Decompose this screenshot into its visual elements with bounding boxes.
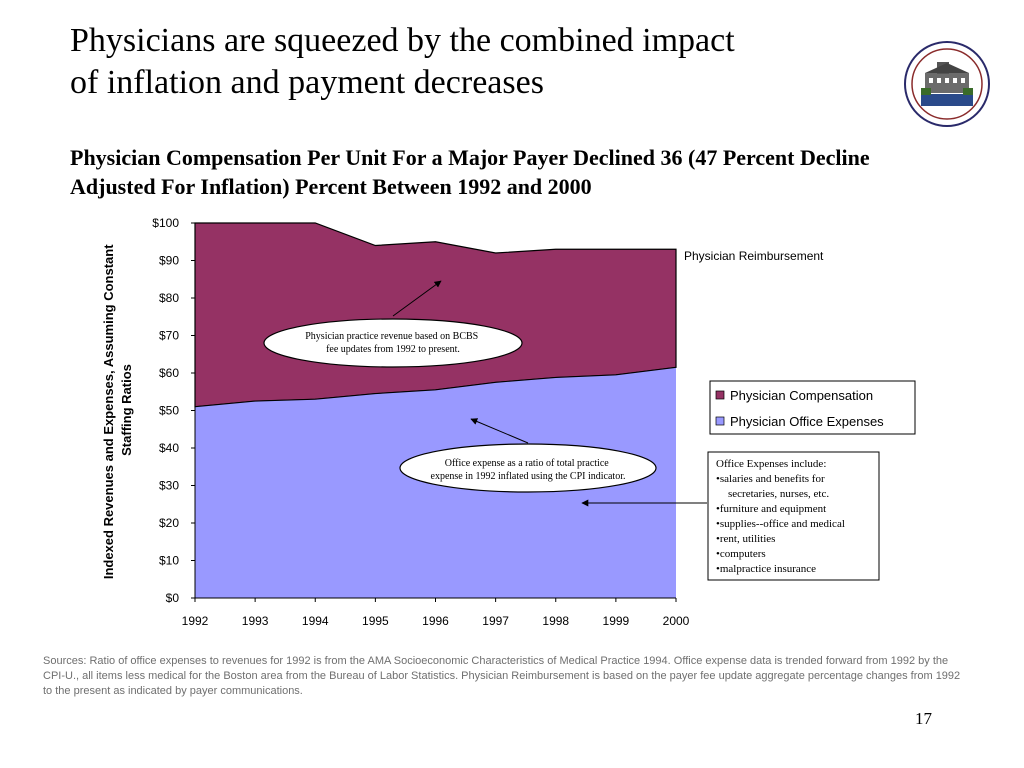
x-tick-label: 1994 [302, 614, 329, 628]
institution-seal-logo [904, 41, 990, 127]
revenue-callout: Physician practice revenue based on BCBS… [263, 280, 523, 368]
sources-footnote: Sources: Ratio of office expenses to rev… [43, 655, 961, 697]
y-axis-label-line1: Indexed Revenues and Expenses, Assuming … [101, 244, 116, 579]
x-tick-label: 1998 [542, 614, 569, 628]
legend: Physician Compensation Physician Office … [709, 380, 916, 435]
office-expenses-boundary-line [194, 366, 677, 408]
expense-detail-text: Office Expenses include: •salaries and b… [716, 458, 848, 575]
expense-callout-line2: expense in 1992 inflated using the CPI i… [431, 471, 626, 482]
y-tick-label: $100 [152, 216, 179, 230]
expense-callout-text: Office expense as a ratio of total pract… [431, 458, 626, 482]
revenue-callout-line2: fee updates from 1992 to present. [326, 344, 460, 355]
y-tick-label: $0 [166, 591, 180, 605]
x-tick-label: 1999 [603, 614, 630, 628]
expense-box-line: secretaries, nurses, etc. [728, 488, 829, 500]
legend-swatch-office-expenses [715, 416, 725, 426]
slide-title-line2: of inflation and payment decreases [70, 64, 544, 101]
y-axis-label: Indexed Revenues and Expenses, Assuming … [101, 241, 134, 579]
expense-box-line: •furniture and equipment [716, 503, 826, 515]
expense-box-line: •supplies--office and medical [716, 518, 845, 530]
x-tick-label: 1993 [242, 614, 269, 628]
x-tick-label: 1995 [362, 614, 389, 628]
slide-title-line1: Physicians are squeezed by the combined … [70, 22, 735, 59]
chart-subtitle: Physician Compensation Per Unit For a Ma… [70, 143, 970, 201]
y-tick-label: $60 [159, 366, 179, 380]
subtitle-line1: Physician Compensation Per Unit For a Ma… [70, 145, 870, 170]
expense-box-line: Office Expenses include: [716, 458, 826, 470]
stacked-area-chart: $0 $10 $20 $30 $40 $50 $60 $70 $80 $90 $100 1992 19… [101, 216, 916, 628]
y-tick-label: $10 [159, 554, 179, 568]
y-axis-label-line2: Staffing Ratios [119, 364, 134, 456]
legend-label-compensation: Physician Compensation [730, 388, 873, 403]
legend-swatch-compensation [715, 390, 725, 400]
expense-box-line: •rent, utilities [716, 533, 775, 545]
x-tick-label: 1992 [182, 614, 209, 628]
y-tick-label: $50 [159, 404, 179, 418]
y-tick-label: $80 [159, 291, 179, 305]
y-tick-label: $30 [159, 479, 179, 493]
subtitle-line2: Adjusted For Inflation) Percent Between … [70, 174, 592, 199]
expense-box-line: •computers [716, 548, 766, 560]
expense-detail-box: Office Expenses include: •salaries and b… [581, 451, 880, 581]
x-tick-label: 1997 [482, 614, 509, 628]
legend-label-office-expenses: Physician Office Expenses [730, 414, 884, 429]
revenue-callout-line1: Physician practice revenue based on BCBS [305, 331, 478, 342]
revenue-callout-text: Physician practice revenue based on BCBS… [305, 331, 481, 355]
x-tick-label: 2000 [663, 614, 690, 628]
total-series-label: Physician Reimbursement [684, 249, 824, 263]
y-tick-label: $40 [159, 441, 179, 455]
y-tick-label: $90 [159, 254, 179, 268]
y-tick-label: $70 [159, 329, 179, 343]
slide-title: Physicians are squeezed by the combined … [70, 20, 870, 104]
y-tick-label: $20 [159, 516, 179, 530]
expense-callout: Office expense as a ratio of total pract… [399, 418, 657, 493]
expense-box-line: •salaries and benefits for [716, 473, 825, 485]
expense-callout-line1: Office expense as a ratio of total pract… [445, 458, 609, 469]
page-number: 17 [915, 709, 932, 728]
x-tick-label: 1996 [422, 614, 449, 628]
expense-box-line: •malpractice insurance [716, 563, 816, 575]
